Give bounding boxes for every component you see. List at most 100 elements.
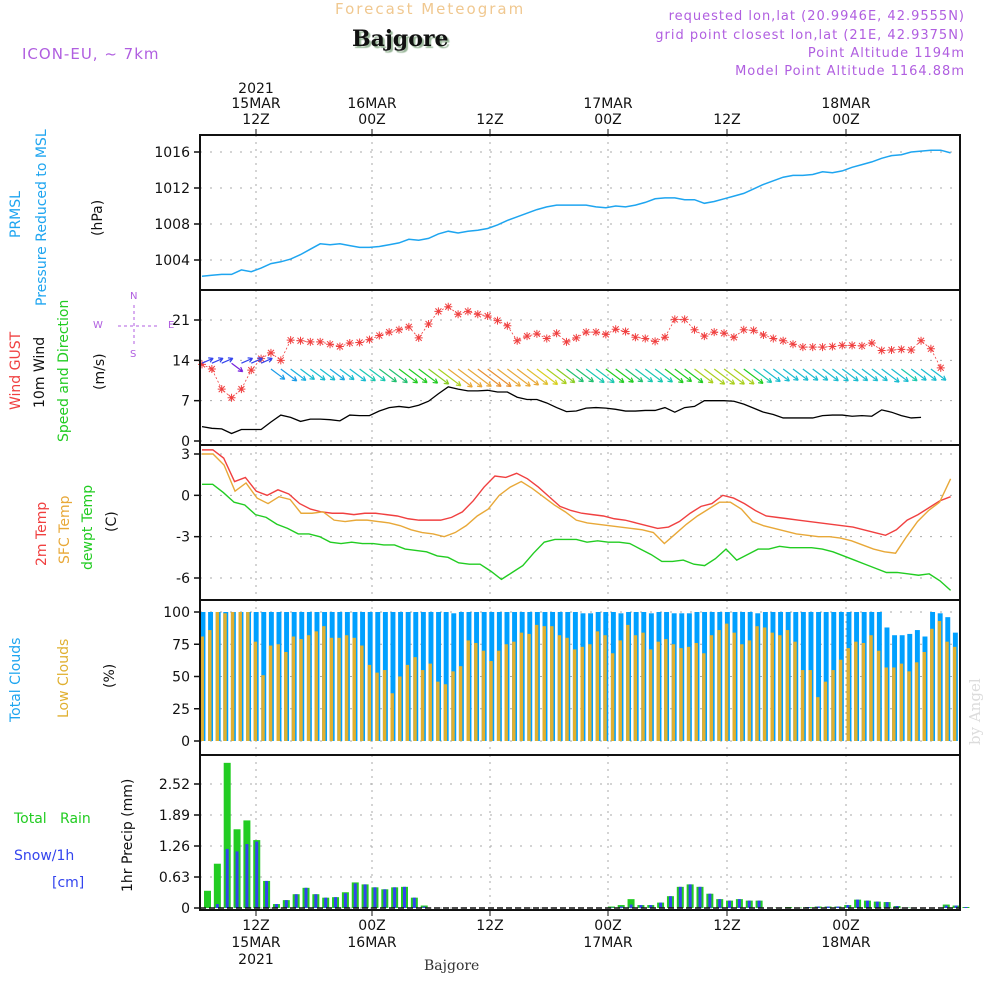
wind-arrow-icon bbox=[546, 368, 567, 385]
low-cloud-bar bbox=[610, 653, 615, 741]
gust-marker bbox=[867, 339, 876, 348]
snow-bar bbox=[639, 905, 643, 908]
snow-bar bbox=[215, 904, 219, 908]
point-altitude: Point Altitude 1194m bbox=[807, 46, 965, 61]
low-cloud-bar bbox=[656, 641, 660, 741]
low-cloud-bar bbox=[808, 670, 812, 741]
location-title: Bajgore bbox=[352, 26, 449, 52]
wind-arrow-icon bbox=[585, 368, 605, 384]
snow-bar bbox=[422, 906, 426, 908]
model-label: ICON-EU, ~ 7km bbox=[22, 45, 160, 63]
low-cloud-bar bbox=[633, 635, 638, 741]
model-point-altitude: Model Point Altitude 1164.88m bbox=[735, 64, 965, 79]
y-tick-label: 1.26 bbox=[159, 839, 190, 855]
temp-sfc-line bbox=[202, 453, 952, 554]
gust-marker bbox=[710, 328, 719, 337]
low-cloud-bar bbox=[504, 644, 508, 741]
rain-bar bbox=[223, 762, 231, 908]
low-cloud-bar bbox=[496, 650, 501, 741]
top-axis-label: 12Z bbox=[713, 112, 740, 128]
top-axis-label: 00Z bbox=[594, 112, 621, 128]
wind-arrow-icon bbox=[438, 368, 462, 387]
low-cloud-bar bbox=[215, 612, 220, 741]
low-cloud-bar bbox=[755, 626, 759, 741]
y-tick-label: 0 bbox=[181, 488, 190, 504]
y-tick-label: 0 bbox=[181, 734, 190, 750]
rain-bar bbox=[607, 906, 615, 908]
snow-bar bbox=[363, 884, 367, 908]
bottom-axis-label: 00Z bbox=[358, 918, 385, 934]
low-cloud-bar bbox=[390, 693, 394, 741]
low-cloud-bar bbox=[869, 635, 873, 741]
low-cloud-bar bbox=[291, 636, 296, 741]
low-cloud-bar bbox=[261, 675, 265, 741]
snow-bar bbox=[698, 886, 702, 908]
gust-marker bbox=[690, 325, 699, 334]
snow-bar bbox=[343, 893, 347, 908]
low-cloud-bar bbox=[230, 612, 235, 741]
snow-bar bbox=[816, 906, 820, 908]
low-cloud-bar bbox=[816, 697, 820, 741]
bottom-axis-label: 15MAR bbox=[231, 935, 280, 951]
wind-arrow-icon bbox=[428, 368, 450, 385]
compass-s: S bbox=[130, 349, 137, 360]
bottom-axis-label: 16MAR bbox=[347, 935, 396, 951]
low-cloud-bar bbox=[360, 645, 364, 741]
low-cloud-bar bbox=[664, 639, 668, 741]
wind-arrow-icon bbox=[300, 368, 316, 381]
gust-marker bbox=[660, 333, 669, 342]
low-cloud-bar bbox=[876, 650, 881, 741]
snow-bar bbox=[737, 899, 741, 908]
y-tick-label: 14 bbox=[172, 353, 190, 369]
low-cloud-bar bbox=[322, 626, 326, 741]
wind-arrow-icon bbox=[566, 368, 584, 383]
requested-coords: requested lon,lat (20.9946E, 42.9555N) bbox=[668, 9, 965, 24]
low-cloud-bar bbox=[466, 640, 470, 741]
wind-arrow-icon bbox=[723, 368, 745, 385]
snow-bar bbox=[314, 894, 318, 908]
low-cloud-bar bbox=[580, 646, 584, 741]
snow-bar bbox=[284, 900, 288, 908]
low-cloud-bar bbox=[268, 645, 273, 741]
gust-marker bbox=[877, 346, 886, 355]
low-cloud-bar bbox=[253, 641, 258, 741]
y-tick-label: -6 bbox=[176, 571, 190, 587]
y-tick-label: 0.63 bbox=[159, 870, 190, 886]
wind-10m-line bbox=[201, 386, 922, 435]
wind-arrow-icon bbox=[260, 357, 273, 364]
low-cloud-bar bbox=[618, 640, 622, 741]
temp-dewpt-line bbox=[202, 483, 952, 591]
gust-marker bbox=[611, 325, 620, 334]
snow-bar bbox=[678, 886, 682, 908]
gust-marker bbox=[444, 302, 453, 311]
y-tick-label: 0 bbox=[181, 901, 190, 917]
wind-arrow-icon bbox=[408, 368, 428, 384]
low-cloud-bar bbox=[367, 664, 372, 741]
gust-marker bbox=[286, 336, 295, 345]
top-axis-label: 18MAR bbox=[821, 96, 870, 112]
compass-cross bbox=[118, 305, 160, 347]
snow-bar bbox=[265, 880, 269, 908]
low-cloud-bar bbox=[884, 667, 888, 741]
temp-2m-line bbox=[202, 449, 951, 537]
wind-arrow-icon bbox=[487, 368, 512, 388]
wind-arrow-icon bbox=[822, 368, 839, 382]
snow-label: Snow/1h bbox=[14, 848, 75, 864]
wind-arrow-icon bbox=[733, 368, 755, 385]
low-cloud-bar bbox=[694, 642, 698, 741]
wind-arrow-icon bbox=[703, 368, 726, 385]
wind-arrow-icon bbox=[211, 357, 224, 364]
total-cloud-bar bbox=[823, 612, 829, 741]
snow-bar bbox=[826, 906, 830, 908]
gust-marker bbox=[789, 340, 797, 349]
low-cloud-bar bbox=[800, 670, 805, 741]
low-cloud-bar bbox=[762, 627, 767, 741]
low-cloud-bar bbox=[527, 633, 531, 741]
gust-marker bbox=[473, 310, 482, 319]
snow-bar bbox=[403, 886, 406, 908]
wind-arrow-icon bbox=[369, 368, 386, 382]
gust-marker bbox=[424, 320, 433, 329]
y-tick-label: 1008 bbox=[154, 217, 190, 233]
y-tick-label: 75 bbox=[172, 637, 190, 653]
gust-marker bbox=[266, 348, 275, 357]
